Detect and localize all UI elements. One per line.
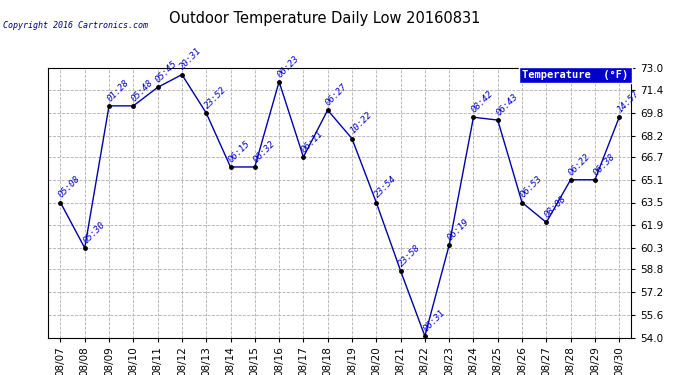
Text: 05:45: 05:45 [154,59,179,85]
Text: 06:53: 06:53 [518,174,544,200]
Text: Temperature  (°F): Temperature (°F) [522,70,629,80]
Text: Outdoor Temperature Daily Low 20160831: Outdoor Temperature Daily Low 20160831 [168,11,480,26]
Text: 08:08: 08:08 [543,194,568,220]
Text: 05:08: 05:08 [57,174,82,200]
Text: 06:27: 06:27 [324,82,349,107]
Text: 06:15: 06:15 [227,139,253,164]
Text: 23:58: 23:58 [397,243,422,268]
Text: 06:38: 06:38 [591,152,617,177]
Text: 01:28: 01:28 [106,78,131,103]
Text: 06:19: 06:19 [446,217,471,242]
Text: 06:11: 06:11 [299,129,325,154]
Text: 06:32: 06:32 [251,139,277,164]
Text: Copyright 2016 Cartronics.com: Copyright 2016 Cartronics.com [3,21,148,30]
Text: 05:48: 05:48 [130,78,155,103]
Text: 06:31: 06:31 [422,308,446,333]
Text: 23:54: 23:54 [373,174,398,200]
Text: 06:22: 06:22 [567,152,593,177]
Text: 08:42: 08:42 [470,89,495,114]
Text: 06:43: 06:43 [494,92,520,117]
Text: 06:23: 06:23 [275,54,301,79]
Text: 10:22: 10:22 [348,110,374,136]
Text: 05:30: 05:30 [81,220,106,245]
Text: 23:52: 23:52 [203,85,228,110]
Text: 14:57: 14:57 [615,89,641,114]
Text: 20:31: 20:31 [178,46,204,72]
